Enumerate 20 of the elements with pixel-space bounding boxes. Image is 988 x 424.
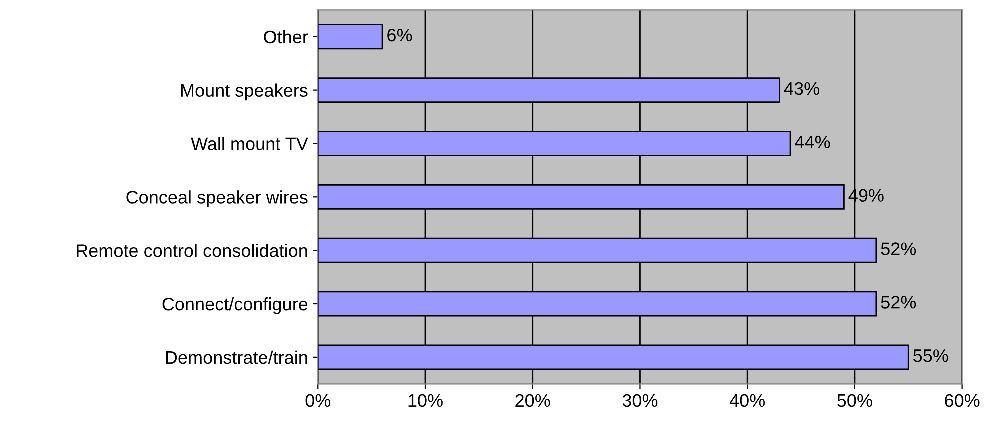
x-tick-label: 20%	[516, 394, 550, 408]
data-label: 43%	[784, 82, 820, 96]
y-tick-label: Other	[264, 30, 308, 44]
data-label: 52%	[881, 296, 916, 309]
y-tick-label: Demonstrate/train	[166, 350, 308, 364]
y-tick-label: Remote control consolidation	[77, 244, 308, 258]
y-tick-label: Wall mount TV	[191, 137, 308, 150]
x-tick-label: 60%	[945, 394, 980, 408]
data-label: 6%	[388, 28, 412, 42]
data-label: 55%	[914, 350, 948, 362]
x-tick-label: 50%	[838, 394, 872, 408]
y-tick-label: Conceal speaker wires	[126, 190, 308, 208]
y-tick-label: Mount speakers	[181, 84, 308, 101]
x-tick-label: 30%	[622, 394, 658, 408]
x-tick-label: 0%	[306, 394, 331, 408]
x-tick-label: 40%	[730, 394, 766, 408]
x-tick-label: 10%	[408, 394, 443, 408]
data-label: 44%	[795, 136, 830, 149]
y-tick-label: Connect/configure	[162, 297, 308, 314]
data-label: 52%	[881, 242, 916, 256]
